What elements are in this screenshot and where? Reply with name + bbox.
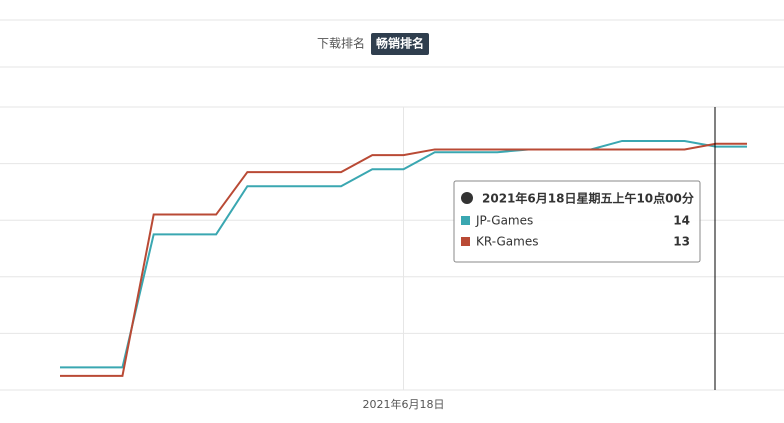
tooltip: 2021年6月18日星期五上午10点00分 JP-Games 14 KR-Games…	[453, 180, 701, 263]
legend-label: JP-Games	[475, 214, 533, 228]
tooltip-box	[453, 180, 701, 263]
tab-active[interactable]: 畅销排名	[376, 36, 424, 51]
tab-active-bg	[371, 33, 429, 55]
legend-swatch	[461, 216, 470, 225]
tooltip-title: 2021年6月18日星期五上午10点00分	[482, 191, 694, 206]
tooltip-value: 13	[673, 235, 690, 249]
series-line	[60, 139, 747, 369]
plot: 2021年6月18日	[0, 106, 784, 411]
legend-swatch	[461, 237, 470, 246]
globe-icon	[461, 192, 473, 204]
tab[interactable]: 下载排名	[317, 36, 365, 51]
legend-label: KR-Games	[476, 235, 538, 249]
series-line	[60, 142, 747, 377]
tooltip-value: 14	[673, 214, 690, 228]
x-tick-label: 2021年6月18日	[363, 397, 445, 411]
